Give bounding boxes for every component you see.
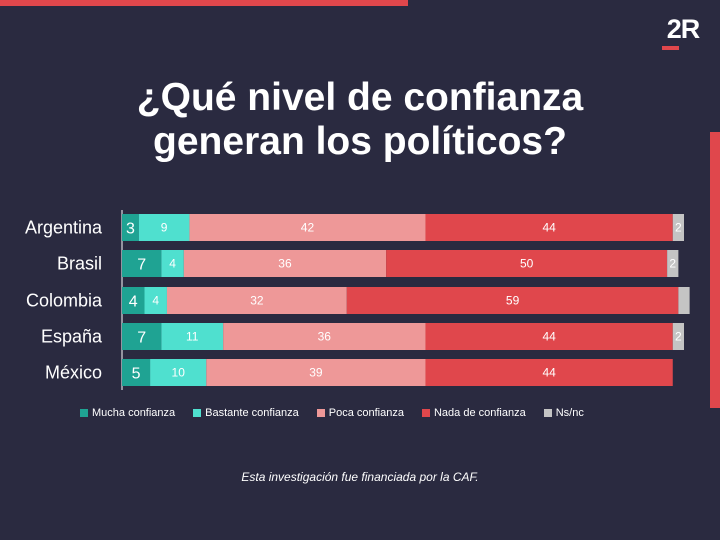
bar-segment [122,323,162,350]
data-label: 32 [250,294,264,308]
bar-segment [206,359,426,386]
bar-segment [150,359,207,386]
data-label: 59 [506,294,520,308]
bar-segment [346,287,679,314]
data-label: 42 [301,221,315,235]
data-label: 3 [126,221,135,238]
data-label: 36 [318,330,332,344]
data-label: 4 [129,294,138,311]
bar-segment [678,287,690,314]
brand-logo: 2R [661,14,705,54]
bar-segment [223,323,426,350]
legend-item: Poca confianza [316,407,404,419]
logo-text: 2R [666,14,701,44]
data-label: 7 [137,257,146,274]
chart-legend: Mucha confianza Bastante confianza Poca co… [80,406,602,420]
bar-segment [166,287,347,314]
data-label: 50 [520,257,534,271]
data-label: 2 [669,257,676,271]
right-accent-bar [710,132,720,408]
bar-segment [667,250,679,277]
legend-swatch [421,409,430,417]
data-label: 10 [172,366,186,380]
bar-segment [425,214,673,241]
legend-label: Bastante confianza [205,407,299,419]
data-label: 44 [542,366,556,380]
data-label: 4 [169,257,176,271]
category-label: España [41,327,103,347]
bar-segment [189,214,426,241]
category-label: México [45,363,102,383]
data-label: 7 [137,330,146,347]
chart-title: ¿Qué nivel de confianza generan los polí… [0,76,720,164]
legend-item: Nada de confianza [421,407,526,419]
bar-segment [138,214,190,241]
data-label: 36 [278,257,292,271]
bar-segment [122,359,151,386]
logo-underline [662,46,679,50]
bar-segment [161,323,224,350]
data-label: 9 [161,221,168,235]
legend-swatch [80,409,88,417]
top-accent-bar [0,0,408,6]
bar-segment [144,287,167,314]
legend-item: Bastante confianza [193,407,299,419]
data-label: 11 [186,330,199,344]
data-label: 39 [309,366,323,380]
bar-segment [425,323,673,350]
legend-label: Poca confianza [328,407,404,419]
bar-segment [122,287,145,314]
data-label: 5 [132,366,141,383]
legend-label: Mucha confianza [92,407,176,419]
legend-swatch [543,409,552,417]
data-label: 44 [542,221,556,235]
funding-footnote: Esta investigación fue financiada por la… [241,470,479,484]
bar-segment [122,250,162,277]
bar-segment [161,250,184,277]
legend-item: Ns/nc [543,407,584,419]
data-label: 2 [675,330,682,344]
legend-swatch [193,409,202,417]
bar-segment [122,214,139,241]
category-label: Brasil [57,254,102,274]
category-label: Argentina [25,218,103,238]
bar-segment [183,250,387,277]
data-label: 4 [152,294,159,308]
title-line-2: generan los políticos? [153,120,567,163]
bar-segment [672,323,684,350]
title-line-1: ¿Qué nivel de confianza [136,76,584,119]
category-label: Colombia [26,291,103,311]
bar-segment [672,214,684,241]
bar-segment [386,250,668,277]
data-label: 44 [542,330,556,344]
legend-item: Mucha confianza [80,407,175,419]
legend-label: Ns/nc [555,407,584,419]
bar-segment [425,359,673,386]
legend-swatch [316,409,325,417]
data-label: 2 [675,221,682,235]
legend-label: Nada de confianza [433,407,526,419]
